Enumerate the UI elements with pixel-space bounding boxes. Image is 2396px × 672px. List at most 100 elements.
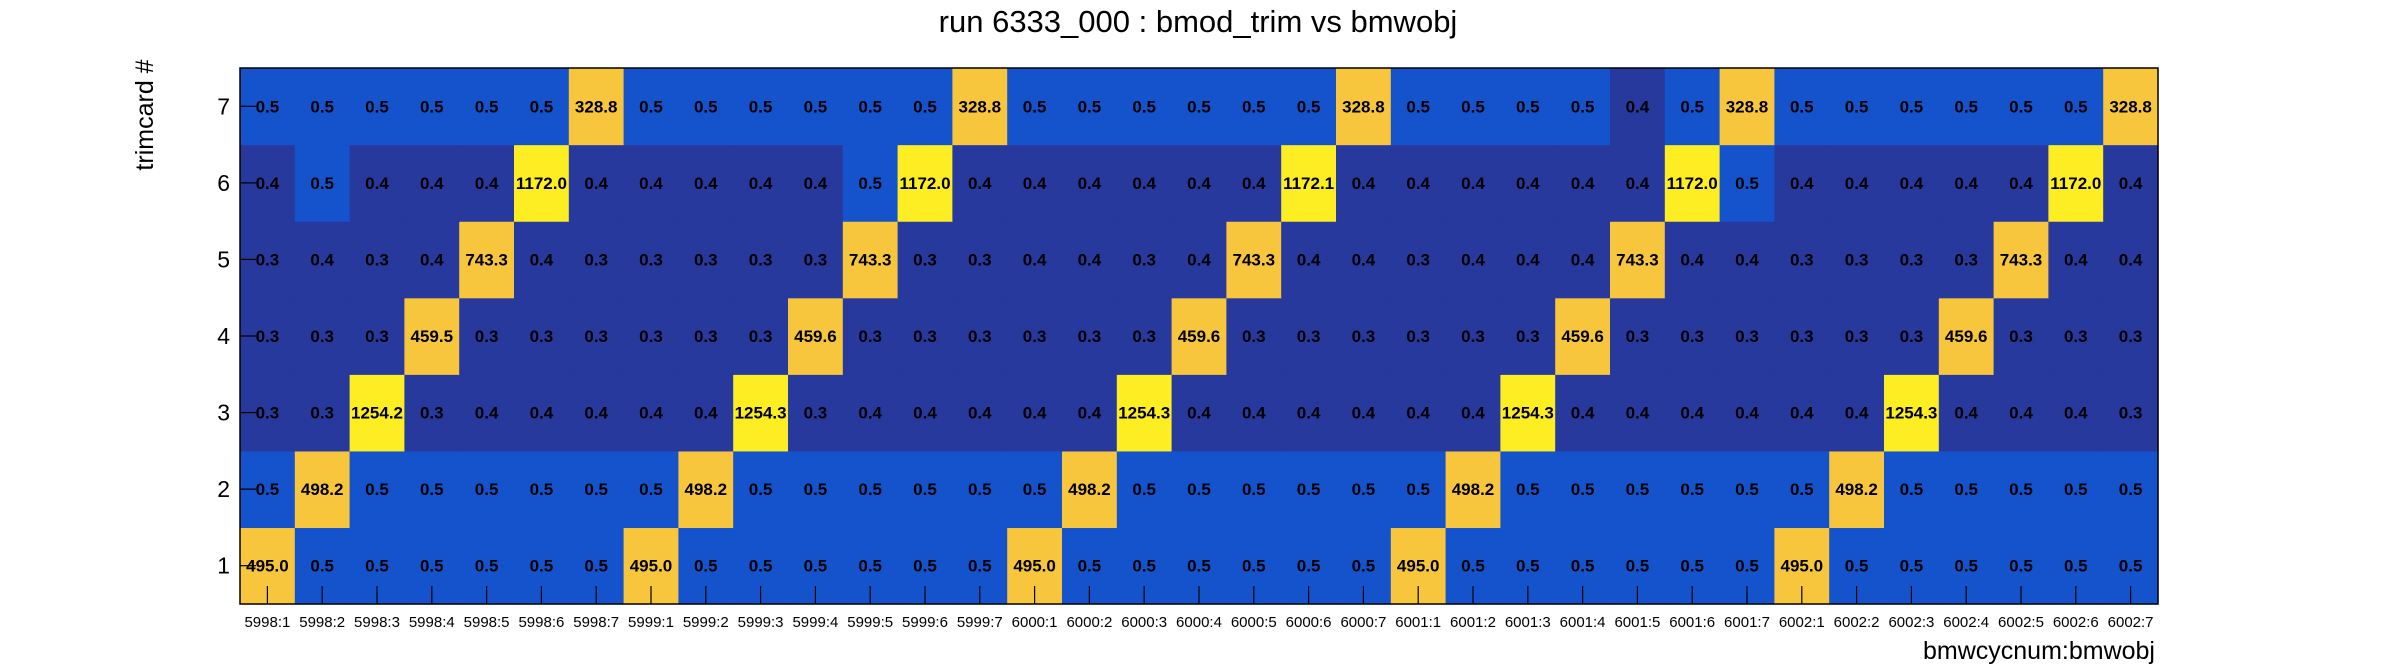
cell-value-label: 0.4	[858, 404, 882, 423]
cell-value-label: 0.5	[2119, 557, 2143, 576]
cell-value-label: 0.4	[1406, 174, 1430, 193]
cell-value-label: 0.4	[1790, 174, 1814, 193]
heatmap-cell	[1281, 374, 1337, 452]
cell-value-label: 1172.1	[1283, 174, 1334, 193]
heatmap-cell	[623, 297, 679, 375]
cell-value-label: 0.5	[1680, 557, 1704, 576]
cell-value-label: 0.3	[475, 327, 499, 346]
cell-value-label: 0.4	[2009, 174, 2033, 193]
cell-value-label: 0.4	[1626, 174, 1650, 193]
cell-value-label: 0.3	[639, 250, 663, 269]
heatmap-cell	[1719, 374, 1775, 452]
cell-value-label: 0.3	[420, 404, 444, 423]
cell-value-label: 0.5	[1735, 557, 1759, 576]
heatmap-cell	[1884, 450, 1940, 529]
cell-value-label: 0.3	[968, 250, 992, 269]
cell-value-label: 0.4	[475, 404, 499, 423]
heatmap-cell	[1555, 144, 1611, 222]
cell-value-label: 0.5	[858, 480, 882, 499]
cell-value-label: 0.4	[1626, 404, 1650, 423]
heatmap-cell	[514, 374, 570, 452]
cell-value-label: 0.5	[1571, 480, 1595, 499]
cell-value-label: 0.4	[1571, 404, 1595, 423]
cell-value-label: 0.3	[1845, 250, 1869, 269]
cell-value-label: 0.5	[584, 557, 608, 576]
cell-value-label: 0.4	[1187, 174, 1211, 193]
heatmap-cell	[897, 68, 953, 146]
cell-value-label: 0.4	[1406, 404, 1430, 423]
cell-value-label: 0.5	[749, 480, 773, 499]
heatmap-cell	[1281, 450, 1337, 529]
cell-value-label: 0.3	[1626, 327, 1650, 346]
x-tick-label: 5998:7	[573, 614, 619, 631]
cell-value-label: 0.3	[530, 327, 554, 346]
heatmap-cell	[568, 297, 625, 375]
heatmap-cell	[678, 450, 734, 529]
heatmap-cell	[1171, 144, 1227, 222]
cell-value-label: 0.5	[1626, 480, 1650, 499]
cell-value-label: 0.3	[2119, 327, 2143, 346]
heatmap-cell	[1007, 297, 1063, 375]
heatmap-cell	[2103, 68, 2159, 146]
cell-value-label: 0.4	[1461, 404, 1485, 423]
cell-value-label: 0.3	[310, 327, 334, 346]
heatmap-cell	[788, 374, 844, 452]
heatmap-cell	[404, 450, 460, 529]
heatmap-cell	[2103, 144, 2159, 222]
chart-title: run 6333_000 : bmod_trim vs bmwobj	[939, 4, 1458, 39]
cell-value-label: 459.6	[1945, 327, 1988, 346]
cell-value-label: 0.4	[1023, 174, 1047, 193]
cell-value-label: 0.4	[2119, 250, 2143, 269]
cell-value-label: 1172.0	[516, 174, 567, 193]
heatmap-cell	[1938, 144, 1995, 222]
x-tick-label: 6001:1	[1395, 614, 1441, 631]
heatmap-cell	[1116, 450, 1173, 529]
cell-value-label: 0.5	[749, 557, 773, 576]
x-tick-label: 6002:4	[1943, 614, 1989, 631]
cell-value-label: 0.4	[475, 174, 499, 193]
heatmap-cell	[1938, 450, 1995, 529]
x-tick-label: 5999:7	[957, 614, 1003, 631]
cell-value-label: 0.4	[1516, 250, 1540, 269]
heatmap-cell	[1500, 374, 1556, 452]
heatmap-cell	[1336, 374, 1392, 452]
cell-value-label: 0.5	[913, 480, 937, 499]
cell-value-label: 0.5	[858, 557, 882, 576]
cell-value-label: 0.3	[1790, 327, 1814, 346]
cell-value-label: 0.4	[694, 404, 718, 423]
heatmap-cell	[788, 221, 844, 299]
cell-value-label: 0.4	[804, 174, 828, 193]
x-tick-label: 5998:6	[518, 614, 564, 631]
cell-value-label: 0.3	[256, 327, 280, 346]
cell-value-label: 0.4	[1132, 174, 1156, 193]
cell-value-label: 0.3	[1352, 327, 1376, 346]
cell-value-label: 0.5	[1954, 480, 1978, 499]
heatmap-cell	[1884, 297, 1940, 375]
cell-value-label: 1172.0	[899, 174, 950, 193]
x-tick-label: 6002:5	[1998, 614, 2044, 631]
cell-value-label: 0.3	[1023, 327, 1047, 346]
cell-value-label: 0.4	[365, 174, 389, 193]
cell-value-label: 0.5	[1516, 557, 1540, 576]
x-tick-label: 6001:2	[1450, 614, 1496, 631]
heatmap-cell	[1664, 297, 1721, 375]
cell-value-label: 743.3	[1616, 250, 1659, 269]
cell-value-label: 0.4	[968, 174, 992, 193]
heatmap-cell	[897, 144, 953, 222]
cell-value-label: 328.8	[1726, 97, 1769, 116]
heatmap-cell	[1062, 68, 1118, 146]
x-tick-label: 5998:4	[409, 614, 455, 631]
cell-value-label: 0.4	[1626, 97, 1650, 116]
cell-value-label: 0.5	[1352, 557, 1376, 576]
cell-value-label: 0.5	[1790, 97, 1814, 116]
heatmap-cell	[1390, 374, 1447, 452]
cell-value-label: 0.3	[749, 250, 773, 269]
heatmap-cell	[459, 297, 515, 375]
cell-value-label: 459.6	[794, 327, 837, 346]
cell-value-label: 0.5	[420, 557, 444, 576]
heatmap-cell	[1390, 221, 1447, 299]
heatmap-cell	[1993, 68, 2049, 146]
heatmap-cell	[1281, 221, 1337, 299]
heatmap-cell	[1226, 144, 1282, 222]
cell-value-label: 0.5	[1626, 557, 1650, 576]
